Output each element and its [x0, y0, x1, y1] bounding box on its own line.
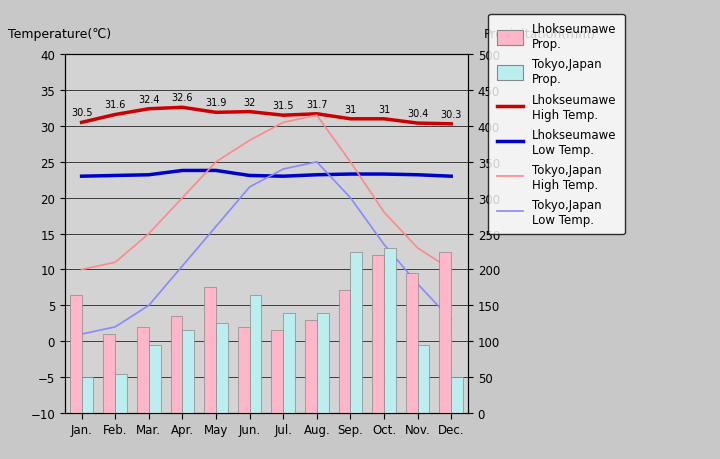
- Text: 30.4: 30.4: [407, 109, 428, 119]
- Bar: [418, 345, 429, 413]
- Bar: [317, 313, 328, 413]
- Bar: [439, 252, 451, 413]
- Bar: [283, 313, 295, 413]
- Legend: Lhokseumawe
Prop., Tokyo,Japan
Prop., Lhokseumawe
High Temp., Lhokseumawe
Low Te: Lhokseumawe Prop., Tokyo,Japan Prop., Lh…: [488, 15, 625, 235]
- Bar: [238, 327, 250, 413]
- Bar: [451, 377, 463, 413]
- Bar: [104, 334, 115, 413]
- Bar: [70, 295, 81, 413]
- Bar: [406, 274, 418, 413]
- Bar: [137, 327, 149, 413]
- Text: 31.7: 31.7: [306, 100, 328, 110]
- Bar: [384, 248, 396, 413]
- Text: 32.6: 32.6: [171, 93, 193, 103]
- Bar: [271, 331, 283, 413]
- Text: 30.5: 30.5: [71, 108, 92, 118]
- Bar: [216, 324, 228, 413]
- Text: 31.5: 31.5: [272, 101, 294, 111]
- Bar: [250, 295, 261, 413]
- Bar: [171, 316, 182, 413]
- Text: 32: 32: [243, 97, 256, 107]
- Bar: [351, 252, 362, 413]
- Bar: [115, 374, 127, 413]
- Text: Precipitation(mm): Precipitation(mm): [484, 28, 596, 41]
- Text: 31.6: 31.6: [104, 100, 126, 110]
- Text: 30.3: 30.3: [441, 110, 462, 119]
- Bar: [149, 345, 161, 413]
- Text: 32.4: 32.4: [138, 95, 160, 105]
- Text: 31: 31: [378, 105, 390, 114]
- Bar: [182, 331, 194, 413]
- Text: 31: 31: [344, 105, 356, 114]
- Bar: [204, 288, 216, 413]
- Text: Temperature(℃): Temperature(℃): [9, 28, 112, 41]
- Text: 31.9: 31.9: [205, 98, 227, 108]
- Bar: [305, 320, 317, 413]
- Bar: [81, 377, 94, 413]
- Bar: [338, 290, 351, 413]
- Bar: [372, 256, 384, 413]
